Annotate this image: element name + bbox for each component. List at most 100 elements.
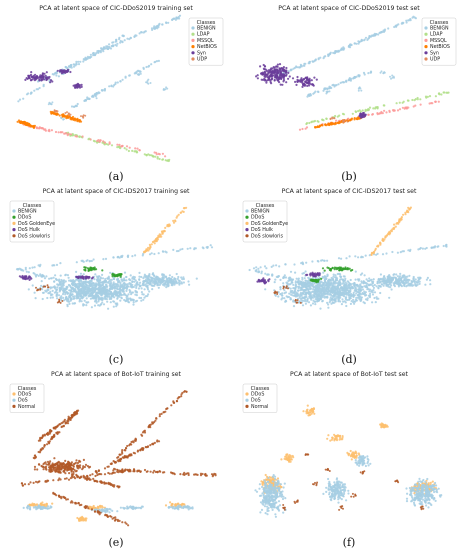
data-point bbox=[416, 281, 420, 284]
data-point bbox=[109, 508, 112, 511]
data-point bbox=[294, 281, 297, 284]
data-point bbox=[92, 95, 95, 98]
data-point bbox=[273, 281, 276, 284]
data-point bbox=[368, 277, 371, 280]
data-point bbox=[94, 299, 97, 302]
data-point bbox=[354, 110, 358, 114]
data-point bbox=[306, 84, 309, 87]
data-point bbox=[445, 245, 448, 248]
data-point bbox=[406, 275, 409, 278]
data-point bbox=[375, 297, 379, 300]
data-point bbox=[181, 247, 184, 251]
data-point bbox=[174, 279, 177, 282]
data-point bbox=[58, 290, 61, 293]
data-point bbox=[115, 38, 118, 41]
data-point bbox=[143, 153, 146, 156]
data-point bbox=[77, 63, 81, 66]
data-point bbox=[40, 503, 43, 506]
data-point bbox=[171, 275, 174, 279]
data-point bbox=[321, 287, 324, 290]
data-point bbox=[180, 276, 183, 279]
data-point bbox=[387, 27, 390, 30]
data-point bbox=[374, 301, 377, 304]
data-point bbox=[295, 285, 298, 288]
data-point bbox=[109, 301, 112, 304]
data-point bbox=[401, 274, 404, 277]
data-point bbox=[312, 273, 316, 276]
data-point bbox=[326, 273, 329, 276]
data-point bbox=[366, 297, 369, 300]
data-point bbox=[80, 85, 83, 88]
data-point bbox=[301, 304, 305, 307]
data-point bbox=[276, 71, 279, 74]
data-point bbox=[110, 293, 113, 296]
data-point bbox=[397, 23, 400, 26]
data-point bbox=[276, 78, 279, 81]
data-point bbox=[294, 271, 297, 274]
data-point bbox=[29, 79, 33, 82]
data-point bbox=[30, 71, 33, 74]
data-point bbox=[360, 89, 363, 92]
data-point bbox=[317, 58, 320, 61]
data-point bbox=[352, 298, 355, 301]
data-point bbox=[114, 40, 117, 43]
data-point bbox=[123, 298, 126, 302]
data-point bbox=[332, 278, 335, 281]
data-point bbox=[46, 296, 49, 300]
data-point bbox=[360, 280, 363, 283]
data-point bbox=[130, 285, 133, 288]
data-point bbox=[163, 275, 166, 278]
data-point bbox=[89, 53, 92, 56]
data-point bbox=[275, 65, 278, 68]
data-point bbox=[285, 285, 288, 288]
data-point bbox=[298, 128, 302, 131]
data-point bbox=[304, 270, 307, 273]
data-point bbox=[97, 51, 100, 54]
series-dos-slowloris bbox=[35, 284, 64, 304]
data-point bbox=[337, 257, 341, 260]
data-point bbox=[57, 283, 60, 286]
data-point bbox=[103, 289, 106, 293]
data-point bbox=[72, 63, 75, 66]
data-point bbox=[306, 81, 309, 84]
data-point bbox=[125, 145, 129, 148]
data-point bbox=[98, 50, 101, 53]
data-point bbox=[65, 296, 68, 299]
data-point bbox=[110, 84, 113, 87]
data-point bbox=[339, 292, 342, 296]
data-point bbox=[167, 225, 170, 228]
data-point bbox=[334, 280, 337, 283]
data-point bbox=[421, 247, 424, 250]
data-point bbox=[98, 297, 101, 300]
data-point bbox=[36, 289, 39, 292]
data-point bbox=[59, 296, 62, 299]
data-point bbox=[438, 92, 441, 95]
data-point bbox=[142, 293, 145, 296]
data-point bbox=[74, 104, 77, 107]
data-point bbox=[78, 119, 81, 122]
legend-entry: UDP bbox=[197, 57, 207, 63]
data-point bbox=[390, 230, 393, 233]
data-point bbox=[104, 510, 107, 513]
data-point bbox=[33, 272, 36, 275]
data-point bbox=[389, 282, 392, 285]
data-point bbox=[57, 131, 60, 134]
data-point bbox=[292, 287, 295, 290]
data-point bbox=[148, 247, 151, 251]
data-point bbox=[155, 277, 158, 280]
data-point bbox=[145, 81, 148, 84]
data-point bbox=[82, 284, 86, 287]
data-point bbox=[108, 284, 111, 287]
data-point bbox=[313, 294, 316, 298]
data-point bbox=[354, 76, 357, 79]
data-point bbox=[173, 282, 177, 285]
data-point bbox=[359, 273, 362, 276]
data-point bbox=[157, 59, 160, 63]
data-point bbox=[284, 291, 288, 294]
data-point bbox=[175, 216, 178, 219]
data-point bbox=[41, 505, 44, 509]
legend-entry: BENIGN bbox=[430, 26, 449, 32]
data-point bbox=[305, 126, 309, 129]
data-point bbox=[393, 226, 396, 229]
